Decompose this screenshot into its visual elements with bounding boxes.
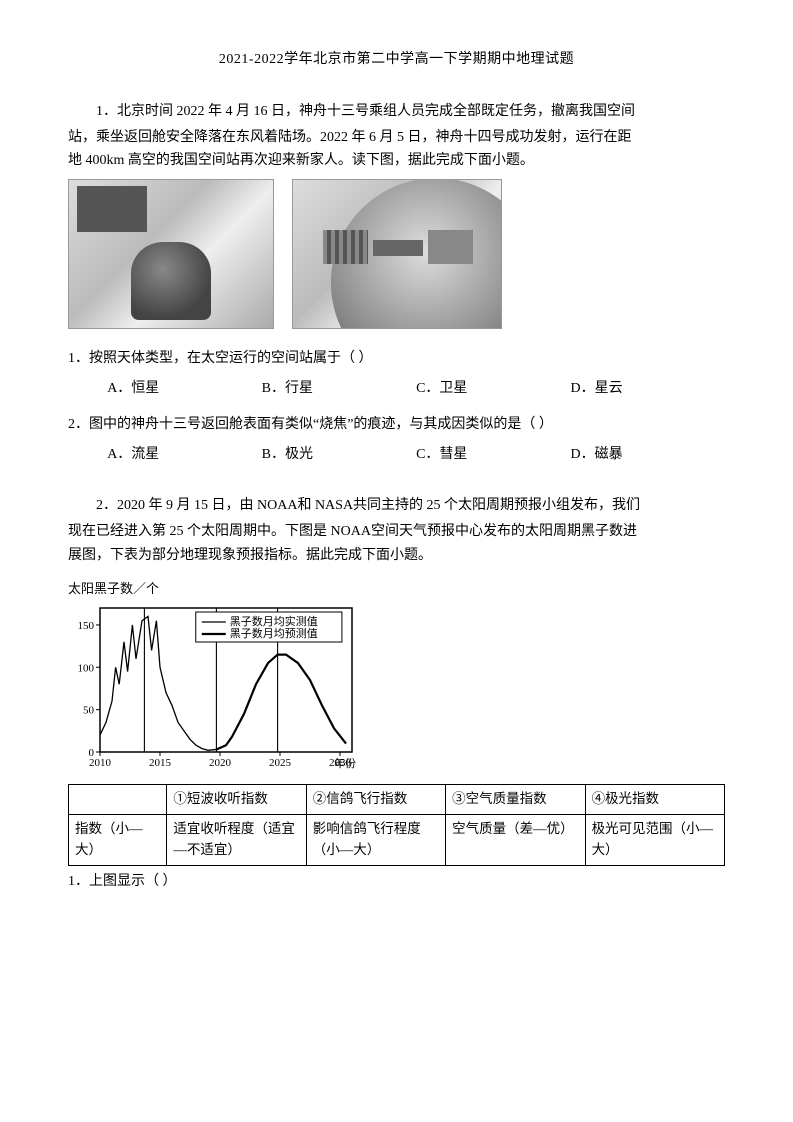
q1-intro: 1．北京时间 2022 年 4 月 16 日，神舟十三号乘组人员完成全部既定任务… bbox=[68, 100, 725, 173]
th-3: ③空气质量指数 bbox=[446, 784, 585, 814]
table-header-row: ①短波收听指数 ②信鸽飞行指数 ③空气质量指数 ④极光指数 bbox=[69, 784, 725, 814]
cell-3: 空气质量（差—优） bbox=[446, 814, 585, 865]
index-table: ①短波收听指数 ②信鸽飞行指数 ③空气质量指数 ④极光指数 指数（小—大） 适宜… bbox=[68, 784, 725, 866]
q2-intro: 2．2020 年 9 月 15 日，由 NOAA和 NASA共同主持的 25 个… bbox=[68, 494, 725, 567]
cell-2: 影响信鸽飞行程度（小—大） bbox=[306, 814, 445, 865]
svg-text:100: 100 bbox=[78, 662, 95, 674]
th-4: ④极光指数 bbox=[585, 784, 724, 814]
svg-text:2020: 2020 bbox=[209, 757, 232, 769]
cell-1: 适宜收听程度（适宜—不适宜） bbox=[167, 814, 306, 865]
choice-D: D．星云 bbox=[571, 377, 725, 401]
q1-image-row bbox=[68, 179, 725, 329]
row-label: 指数（小—大） bbox=[69, 814, 167, 865]
th-2: ②信鸽飞行指数 bbox=[306, 784, 445, 814]
chart-y-label: 太阳黑子数／个 bbox=[68, 578, 725, 600]
flag-icon bbox=[77, 186, 147, 232]
q1-intro-line3: 地 400km 高空的我国空间站再次迎来新家人。读下图，据此完成下面小题。 bbox=[68, 149, 725, 173]
q1-intro-line1: 1．北京时间 2022 年 4 月 16 日，神舟十三号乘组人员完成全部既定任务… bbox=[68, 100, 725, 124]
svg-text:2015: 2015 bbox=[149, 757, 172, 769]
th-blank bbox=[69, 784, 167, 814]
image-shenzhou-landing bbox=[68, 179, 274, 329]
cell-4: 极光可见范围（小—大） bbox=[585, 814, 724, 865]
choice-B: B．行星 bbox=[262, 377, 416, 401]
svg-text:年份: 年份 bbox=[334, 756, 356, 770]
choice-C: C．卫星 bbox=[416, 377, 570, 401]
choice-A: A．流星 bbox=[107, 443, 261, 467]
svg-text:黑子数月均实测值: 黑子数月均实测值 bbox=[230, 614, 318, 628]
q2-sub1: 1．上图显示（ ） bbox=[68, 870, 725, 894]
choice-B: B．极光 bbox=[262, 443, 416, 467]
svg-text:50: 50 bbox=[83, 705, 95, 717]
q1-sub1-choices: A．恒星 B．行星 C．卫星 D．星云 bbox=[68, 377, 725, 401]
q2-intro-line2: 现在已经进入第 25 个太阳周期中。下图是 NOAA空间天气预报中心发布的太阳周… bbox=[68, 520, 725, 544]
svg-text:黑子数月均预测值: 黑子数月均预测值 bbox=[230, 627, 318, 640]
capsule-shape bbox=[131, 242, 211, 320]
choice-D: D．磁暴 bbox=[571, 443, 725, 467]
choice-C: C．彗星 bbox=[416, 443, 570, 467]
sunspot-chart: 05010015020102015202020252030年份黑子数月均实测值黑… bbox=[68, 602, 358, 772]
q1-sub2-choices: A．流星 B．极光 C．彗星 D．磁暴 bbox=[68, 443, 725, 467]
q1-sub1: 1．按照天体类型，在太空运行的空间站属于（ ） bbox=[68, 347, 725, 371]
svg-text:2025: 2025 bbox=[269, 757, 292, 769]
q2-intro-line1: 2．2020 年 9 月 15 日，由 NOAA和 NASA共同主持的 25 个… bbox=[68, 494, 725, 518]
choice-A: A．恒星 bbox=[107, 377, 261, 401]
table-row: 指数（小—大） 适宜收听程度（适宜—不适宜） 影响信鸽飞行程度（小—大） 空气质… bbox=[69, 814, 725, 865]
svg-text:2010: 2010 bbox=[89, 757, 112, 769]
sunspot-chart-block: 太阳黑子数／个 05010015020102015202020252030年份黑… bbox=[68, 578, 725, 772]
th-1: ①短波收听指数 bbox=[167, 784, 306, 814]
station-shape bbox=[323, 220, 473, 280]
q2-intro-line3: 展图，下表为部分地理现象预报指标。据此完成下面小题。 bbox=[68, 544, 725, 568]
q1-sub2: 2．图中的神舟十三号返回舱表面有类似“烧焦”的痕迹，与其成因类似的是（ ） bbox=[68, 413, 725, 437]
page-title: 2021-2022学年北京市第二中学高一下学期期中地理试题 bbox=[68, 48, 725, 72]
image-space-station bbox=[292, 179, 502, 329]
q1-intro-line2: 站，乘坐返回舱安全降落在东风着陆场。2022 年 6 月 5 日，神舟十四号成功… bbox=[68, 126, 725, 150]
svg-text:150: 150 bbox=[78, 620, 95, 632]
